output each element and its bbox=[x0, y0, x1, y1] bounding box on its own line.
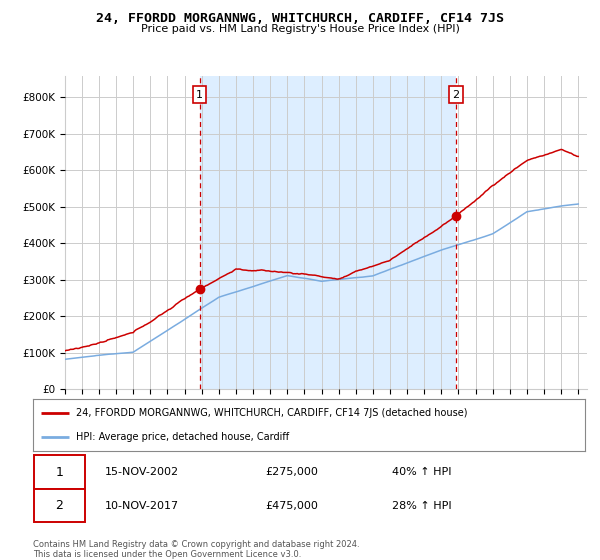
FancyBboxPatch shape bbox=[34, 455, 85, 489]
Text: 28% ↑ HPI: 28% ↑ HPI bbox=[392, 501, 451, 511]
Text: HPI: Average price, detached house, Cardiff: HPI: Average price, detached house, Card… bbox=[76, 432, 289, 442]
Text: £275,000: £275,000 bbox=[265, 467, 318, 477]
FancyBboxPatch shape bbox=[34, 489, 85, 522]
Text: 24, FFORDD MORGANNWG, WHITCHURCH, CARDIFF, CF14 7JS: 24, FFORDD MORGANNWG, WHITCHURCH, CARDIF… bbox=[96, 12, 504, 25]
Text: 2: 2 bbox=[56, 499, 64, 512]
Text: £475,000: £475,000 bbox=[265, 501, 318, 511]
Text: 24, FFORDD MORGANNWG, WHITCHURCH, CARDIFF, CF14 7JS (detached house): 24, FFORDD MORGANNWG, WHITCHURCH, CARDIF… bbox=[76, 408, 467, 418]
Text: 15-NOV-2002: 15-NOV-2002 bbox=[105, 467, 179, 477]
Text: Contains HM Land Registry data © Crown copyright and database right 2024.
This d: Contains HM Land Registry data © Crown c… bbox=[33, 540, 359, 559]
Text: 10-NOV-2017: 10-NOV-2017 bbox=[105, 501, 179, 511]
Bar bbox=[200, 76, 456, 389]
Text: 2: 2 bbox=[452, 90, 460, 100]
Text: 1: 1 bbox=[56, 466, 64, 479]
Text: 1: 1 bbox=[196, 90, 203, 100]
Text: Price paid vs. HM Land Registry's House Price Index (HPI): Price paid vs. HM Land Registry's House … bbox=[140, 24, 460, 34]
Text: 40% ↑ HPI: 40% ↑ HPI bbox=[392, 467, 451, 477]
